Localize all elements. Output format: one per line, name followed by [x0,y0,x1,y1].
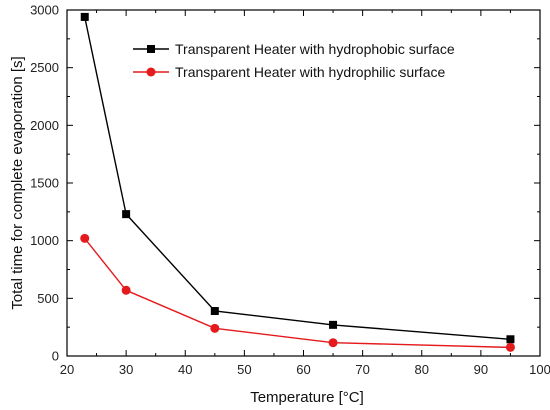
x-tick-label: 50 [237,362,251,377]
legend-marker [146,67,156,77]
x-tick-label: 40 [178,362,192,377]
y-tick-label: 1500 [30,176,59,191]
legend-label: Transparent Heater with hydrophilic surf… [175,64,445,80]
legend-marker [147,45,155,53]
x-tick-label: 70 [355,362,369,377]
data-point [80,233,90,243]
data-point [121,285,131,295]
data-point [506,335,515,344]
series-area [80,12,515,352]
data-point [328,338,338,348]
x-tick-label: 90 [474,362,488,377]
series-2 [80,233,515,352]
data-point [329,320,338,329]
x-tick-label: 60 [296,362,310,377]
y-tick-label: 3000 [30,3,59,18]
x-tick-label: 100 [529,362,550,377]
y-tick-label: 0 [52,349,59,364]
data-point [505,342,515,352]
plot-frame [66,9,541,357]
data-point [210,323,220,333]
y-tick-label: 2000 [30,118,59,133]
y-tick-label: 1000 [30,233,59,248]
y-axis-title: Total time for complete evaporation [s] [9,56,26,309]
y-tick-label: 2500 [30,60,59,75]
series-1 [80,12,515,344]
data-point [80,12,89,21]
x-tick-label: 20 [60,362,74,377]
x-tick-label: 80 [415,362,429,377]
axes: 20 30 40 50 60 70 80 90 100050010001500200025003… [30,3,550,378]
legend-label: Transparent Heater with hydrophobic surf… [175,41,455,57]
data-point [122,210,131,219]
legend: Transparent Heater with hydrophobic surf… [133,41,455,80]
series-line [84,237,511,349]
legend-entry: Transparent Heater with hydrophobic surf… [133,41,455,57]
x-axis-title: Temperature [°C] [250,389,364,406]
data-point [210,307,219,316]
x-tick-label: 30 [119,362,133,377]
y-tick-label: 500 [37,291,59,306]
legend-entry: Transparent Heater with hydrophilic surf… [133,64,445,80]
